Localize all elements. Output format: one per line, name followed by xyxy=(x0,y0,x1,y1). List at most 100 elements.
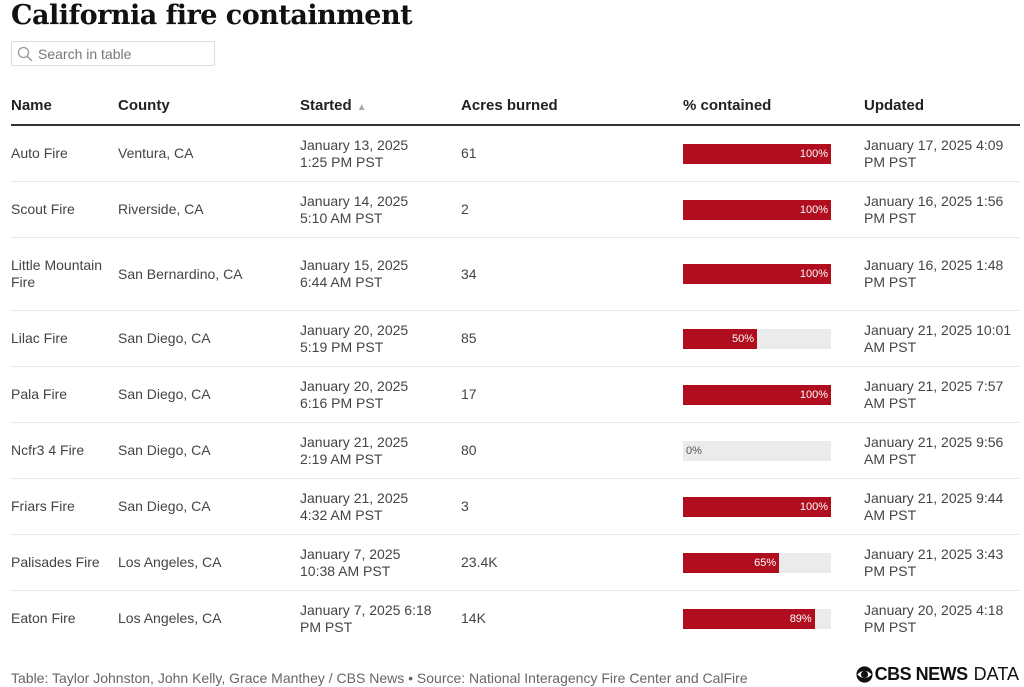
containment-bar: 65% xyxy=(683,552,831,573)
fire-table: Name County Started ▲ Acres burned % cont… xyxy=(11,86,1020,646)
cell-contained: 100% xyxy=(683,181,864,238)
containment-percent: 0% xyxy=(686,444,702,457)
cell-updated: January 21, 2025 9:56 AM PST xyxy=(864,422,1020,479)
sort-ascending-icon: ▲ xyxy=(356,101,367,113)
cell-contained: 89% xyxy=(683,591,864,647)
cell-updated: January 21, 2025 7:57 AM PST xyxy=(864,366,1020,423)
cell-contained: 100% xyxy=(683,125,864,182)
cell-updated: January 21, 2025 9:44 AM PST xyxy=(864,478,1020,535)
cell-county: San Diego, CA xyxy=(118,310,300,367)
cell-county: Los Angeles, CA xyxy=(118,534,300,591)
cell-started: January 14, 2025 5:10 AM PST xyxy=(300,181,461,238)
cell-acres: 61 xyxy=(461,125,683,182)
cell-acres: 2 xyxy=(461,181,683,238)
containment-bar: 100% xyxy=(683,199,831,220)
table-row: Ncfr3 4 Fire San Diego, CA January 21, 202… xyxy=(11,422,1020,479)
cell-updated: January 21, 2025 10:01 AM PST xyxy=(864,310,1020,367)
column-header-name[interactable]: Name xyxy=(11,86,118,126)
cell-contained: 65% xyxy=(683,534,864,591)
containment-bar-fill xyxy=(683,328,757,349)
containment-bar-fill xyxy=(683,552,780,573)
table-row: Eaton Fire Los Angeles, CA January 7, 2025… xyxy=(11,591,1020,647)
cell-county: San Diego, CA xyxy=(118,478,300,535)
table-row: Friars Fire San Diego, CA January 21, 2025… xyxy=(11,478,1020,535)
cell-name: Auto Fire xyxy=(11,125,118,182)
column-header-updated[interactable]: Updated xyxy=(864,86,1020,126)
table-row: Scout Fire Riverside, CA January 14, 2025 5… xyxy=(11,181,1020,238)
cell-acres: 17 xyxy=(461,366,683,423)
containment-percent: 100% xyxy=(799,388,828,401)
cell-name: Eaton Fire xyxy=(11,610,76,626)
cell-updated: January 20, 2025 4:18 PM PST xyxy=(864,601,1004,635)
containment-percent: 100% xyxy=(799,268,828,280)
containment-bar: 0% xyxy=(683,440,831,461)
containment-percent: 100% xyxy=(799,203,828,216)
cell-acres: 14K xyxy=(461,610,486,626)
containment-bar: 100% xyxy=(683,264,831,284)
containment-percent: 100% xyxy=(799,147,828,160)
table-row: Lilac Fire San Diego, CA January 20, 2025 5… xyxy=(11,310,1020,367)
containment-percent: 65% xyxy=(754,556,777,569)
cell-started: January 13, 2025 1:25 PM PST xyxy=(300,125,461,182)
cell-name: Friars Fire xyxy=(11,478,118,535)
cell-updated: January 16, 2025 1:48 PM PST xyxy=(864,237,1020,311)
cell-county: Riverside, CA xyxy=(118,181,300,238)
cell-name: Little Mountain Fire xyxy=(11,237,118,311)
column-header-county[interactable]: County xyxy=(118,86,300,126)
column-header-acres[interactable]: Acres burned xyxy=(461,86,683,126)
cell-name: Ncfr3 4 Fire xyxy=(11,422,118,479)
table-row: Little Mountain Fire San Bernardino, CA Ja… xyxy=(11,237,1020,311)
cell-name: Scout Fire xyxy=(11,181,118,238)
cell-acres: 85 xyxy=(461,310,683,367)
cell-contained: 0% xyxy=(683,422,864,479)
cell-updated: January 21, 2025 3:43 PM PST xyxy=(864,534,1020,591)
column-header-started[interactable]: Started ▲ xyxy=(300,86,461,126)
containment-bar-fill xyxy=(683,608,815,629)
source-credit: Table: Taylor Johnston, John Kelly, Grac… xyxy=(11,670,748,686)
table-row: Palisades Fire Los Angeles, CA January 7, … xyxy=(11,534,1020,591)
cell-started: January 21, 2025 2:19 AM PST xyxy=(300,422,461,479)
containment-percent: 89% xyxy=(789,612,812,625)
cbs-eye-icon xyxy=(856,665,873,683)
cell-contained: 100% xyxy=(683,366,864,423)
column-header-contained[interactable]: % contained xyxy=(683,86,864,126)
cell-county: San Diego, CA xyxy=(118,366,300,423)
containment-bar: 100% xyxy=(683,496,831,517)
containment-bar-fill xyxy=(683,384,831,405)
cell-name: Lilac Fire xyxy=(11,310,118,367)
search-box[interactable] xyxy=(11,41,215,66)
cell-county: San Bernardino, CA xyxy=(118,237,300,311)
containment-bar: 50% xyxy=(683,328,831,349)
cell-updated: January 16, 2025 1:56 PM PST xyxy=(864,181,1020,238)
cell-started: January 20, 2025 5:19 PM PST xyxy=(300,310,461,367)
containment-percent: 50% xyxy=(731,332,754,345)
cell-started: January 20, 2025 6:16 PM PST xyxy=(300,366,461,423)
cell-started: January 15, 2025 6:44 AM PST xyxy=(300,237,461,311)
containment-bar: 100% xyxy=(683,143,831,164)
containment-bar: 89% xyxy=(683,608,831,629)
cell-started: January 21, 2025 4:32 AM PST xyxy=(300,478,461,535)
cell-county: San Diego, CA xyxy=(118,422,300,479)
containment-bar-fill xyxy=(683,199,831,220)
cell-contained: 50% xyxy=(683,310,864,367)
cell-updated: January 17, 2025 4:09 PM PST xyxy=(864,125,1020,182)
containment-bar: 100% xyxy=(683,384,831,405)
search-icon xyxy=(17,46,33,62)
cell-acres: 34 xyxy=(461,237,683,311)
cell-contained: 100% xyxy=(683,237,864,311)
cell-started: January 7, 2025 6:18 PM PST xyxy=(300,601,432,635)
cell-acres: 3 xyxy=(461,478,683,535)
cbs-news-data-logo: CBS NEWS DATA xyxy=(856,664,1019,684)
cell-acres: 80 xyxy=(461,422,683,479)
table-header-row: Name County Started ▲ Acres burned % cont… xyxy=(11,86,1020,126)
cell-name: Pala Fire xyxy=(11,366,118,423)
containment-percent: 100% xyxy=(799,500,828,513)
cell-county: Ventura, CA xyxy=(118,125,300,182)
search-input[interactable] xyxy=(38,44,210,63)
page-title: California fire containment xyxy=(11,0,413,31)
cell-acres: 23.4K xyxy=(461,534,683,591)
containment-bar-fill xyxy=(683,143,831,164)
table-row: Pala Fire San Diego, CA January 20, 2025 6:… xyxy=(11,366,1020,423)
containment-bar-fill xyxy=(683,264,831,284)
containment-bar-fill xyxy=(683,496,831,517)
